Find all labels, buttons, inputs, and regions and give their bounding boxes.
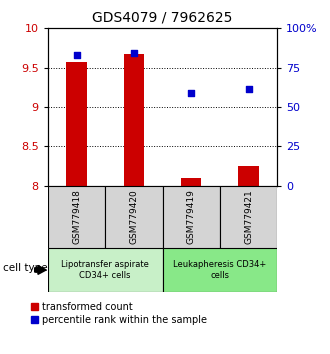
Text: GSM779420: GSM779420 xyxy=(129,189,138,244)
Legend: transformed count, percentile rank within the sample: transformed count, percentile rank withi… xyxy=(31,302,207,325)
Bar xyxy=(181,178,201,186)
Bar xyxy=(220,186,277,248)
Title: GDS4079 / 7962625: GDS4079 / 7962625 xyxy=(92,10,233,24)
Bar xyxy=(48,186,105,248)
Text: Lipotransfer aspirate
CD34+ cells: Lipotransfer aspirate CD34+ cells xyxy=(61,260,149,280)
Bar xyxy=(124,53,144,186)
Bar xyxy=(239,166,259,186)
Bar xyxy=(66,62,86,186)
Point xyxy=(74,52,79,58)
Bar xyxy=(162,248,277,292)
Bar xyxy=(48,248,162,292)
Text: cell type: cell type xyxy=(3,263,48,273)
Text: GSM779421: GSM779421 xyxy=(244,189,253,244)
Point xyxy=(131,50,137,56)
Bar xyxy=(105,186,162,248)
Text: GSM779418: GSM779418 xyxy=(72,189,81,244)
Point xyxy=(188,90,194,96)
Text: GSM779419: GSM779419 xyxy=(187,189,196,244)
Text: Leukapheresis CD34+
cells: Leukapheresis CD34+ cells xyxy=(173,260,267,280)
Bar xyxy=(162,186,220,248)
Point xyxy=(246,86,251,92)
